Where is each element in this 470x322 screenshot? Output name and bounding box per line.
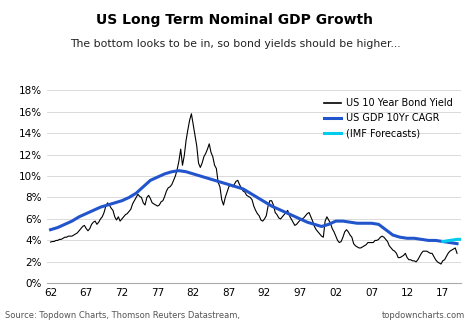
US GDP 10Yr CAGR bbox=[148, 178, 153, 182]
Legend: US 10 Year Bond Yield, US GDP 10Yr CAGR, (IMF Forecasts): US 10 Year Bond Yield, US GDP 10Yr CAGR,… bbox=[321, 95, 456, 142]
Line: US GDP 10Yr CAGR: US GDP 10Yr CAGR bbox=[51, 171, 457, 244]
(IMF Forecasts) bbox=[469, 239, 470, 242]
US GDP 10Yr CAGR bbox=[354, 221, 360, 225]
US GDP 10Yr CAGR bbox=[397, 235, 403, 239]
Text: topdowncharts.com: topdowncharts.com bbox=[382, 311, 465, 320]
(IMF Forecasts) bbox=[440, 240, 446, 243]
US GDP 10Yr CAGR bbox=[326, 223, 331, 226]
(IMF Forecasts) bbox=[462, 237, 467, 241]
US 10 Year Bond Yield bbox=[294, 223, 299, 226]
US 10 Year Bond Yield bbox=[454, 251, 460, 255]
US GDP 10Yr CAGR bbox=[141, 185, 146, 189]
(IMF Forecasts) bbox=[454, 237, 460, 241]
US GDP 10Yr CAGR bbox=[454, 242, 460, 246]
Line: (IMF Forecasts): (IMF Forecasts) bbox=[443, 239, 470, 242]
US 10 Year Bond Yield bbox=[151, 202, 157, 206]
US GDP 10Yr CAGR bbox=[440, 240, 446, 243]
US 10 Year Bond Yield bbox=[247, 195, 253, 199]
US 10 Year Bond Yield bbox=[438, 262, 444, 266]
Line: US 10 Year Bond Yield: US 10 Year Bond Yield bbox=[51, 114, 457, 264]
US 10 Year Bond Yield bbox=[48, 240, 54, 244]
US GDP 10Yr CAGR bbox=[48, 228, 54, 232]
Text: Source: Topdown Charts, Thomson Reuters Datastream,: Source: Topdown Charts, Thomson Reuters … bbox=[5, 311, 240, 320]
Text: US Long Term Nominal GDP Growth: US Long Term Nominal GDP Growth bbox=[96, 13, 374, 27]
US 10 Year Bond Yield bbox=[188, 112, 194, 116]
US 10 Year Bond Yield bbox=[413, 260, 419, 264]
Text: The bottom looks to be in, so bond yields should be higher...: The bottom looks to be in, so bond yield… bbox=[70, 39, 400, 49]
US GDP 10Yr CAGR bbox=[176, 169, 182, 173]
US 10 Year Bond Yield bbox=[112, 215, 118, 219]
US 10 Year Bond Yield bbox=[292, 223, 298, 227]
(IMF Forecasts) bbox=[447, 239, 453, 242]
